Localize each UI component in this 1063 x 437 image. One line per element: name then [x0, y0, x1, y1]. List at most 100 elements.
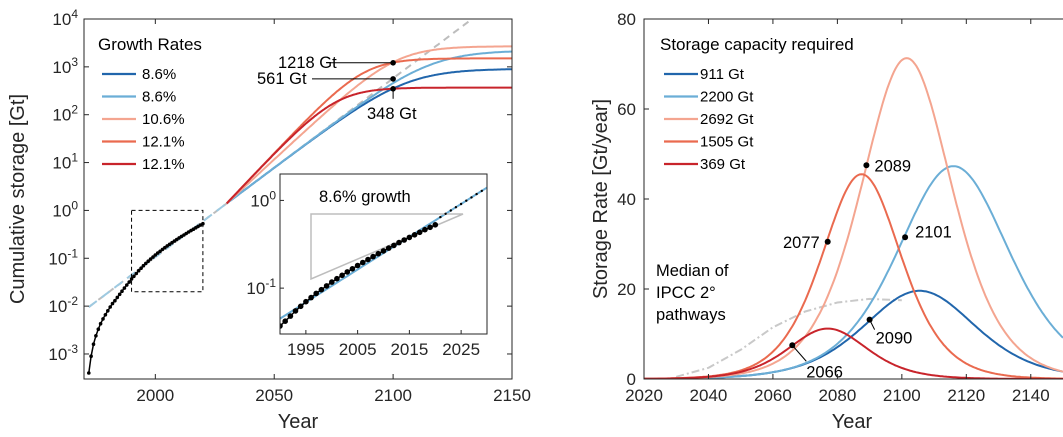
- left-legend: Growth Rates 8.6% 8.6% 10.6% 12.1% 12.1%: [98, 35, 202, 173]
- inset-projection-dot: [439, 215, 442, 219]
- left-annotation-label: 1218 Gt: [278, 54, 337, 72]
- left-pre-trend-line: [88, 202, 228, 308]
- left-legend-label: 8.6%: [142, 66, 176, 83]
- inset-historical-point: [406, 234, 413, 241]
- inset-projection-dot: [454, 206, 458, 209]
- inset-historical-point: [391, 242, 397, 249]
- inset-y-tick-label: 100: [250, 188, 276, 210]
- inset-historical-point: [323, 283, 330, 289]
- inset-historical-point: [287, 313, 294, 319]
- right-y-axis-label: Storage Rate [Gt/year]: [590, 99, 612, 299]
- right-legend-title: Storage capacity required: [660, 35, 854, 54]
- left-historical-point: [103, 313, 108, 317]
- right-legend-label: 2200 Gt: [700, 89, 754, 106]
- inset-projection-dot: [444, 212, 447, 215]
- right-annotation-point: [902, 234, 909, 241]
- left-historical-point: [144, 261, 148, 266]
- right-annotation-label: 2101: [915, 223, 952, 241]
- inset-x-tick-label: 1995: [287, 340, 325, 359]
- left-historical-point: [98, 321, 103, 326]
- ipcc-label-line-3: pathways: [656, 306, 726, 324]
- inset-historical-point: [334, 275, 340, 282]
- left-x-tick-label: 2050: [255, 386, 293, 405]
- left-annotation-label: 348 Gt: [367, 105, 417, 123]
- inset-projection-dot: [480, 189, 483, 193]
- inset-historical-point: [411, 232, 418, 238]
- left-historical-point: [146, 259, 150, 264]
- left-y-tick-label: 103: [52, 55, 78, 77]
- inset-historical-point: [344, 269, 351, 275]
- right-legend: Storage capacity required 911 Gt 2200 Gt 2…: [660, 35, 854, 173]
- left-historical-point: [108, 305, 112, 309]
- left-historical-point: [134, 271, 139, 276]
- right-x-tick-label: 2100: [883, 386, 921, 405]
- left-y-tick-label: 10-2: [48, 294, 78, 316]
- left-series-layer: [88, 19, 512, 308]
- right-legend-label: 369 Gt: [700, 156, 746, 173]
- left-annotation-label: 561 Gt: [257, 70, 307, 88]
- left-legend-label: 10.6%: [142, 111, 185, 128]
- left-historical-point: [89, 354, 93, 359]
- inset-projection-dot: [449, 209, 452, 212]
- left-historical-point: [110, 301, 115, 306]
- right-x-tick-label: 2020: [625, 386, 663, 405]
- inset-historical-point: [360, 259, 366, 266]
- left-historical-point: [141, 263, 146, 268]
- left-historical-point: [117, 292, 122, 297]
- left-series-3-line: [226, 45, 512, 205]
- left-historical-point: [106, 309, 110, 313]
- ipcc-label: Median of IPCC 2° pathways: [656, 262, 729, 324]
- inset-historical-point: [282, 318, 289, 325]
- right-x-tick-label: 2140: [1012, 386, 1050, 405]
- inset-x-tick-label: 2015: [390, 340, 428, 359]
- right-y-tick-label: 80: [617, 10, 636, 29]
- right-y-tick-label: 0: [627, 370, 636, 389]
- left-zoom-box: [131, 209, 204, 293]
- inset-projection-dot: [470, 196, 473, 199]
- left-y-tick-label: 100: [52, 198, 78, 220]
- ipcc-label-line-1: Median of: [656, 262, 729, 280]
- right-x-tick-label: 2120: [947, 386, 985, 405]
- left-y-tick-label: 101: [52, 151, 78, 173]
- inset-historical-point: [375, 250, 382, 257]
- inset-y-tick-label: 10-1: [246, 276, 276, 298]
- left-legend-label: 12.1%: [142, 134, 185, 151]
- left-historical-point: [122, 286, 127, 290]
- inset-historical-point: [329, 279, 335, 285]
- right-y-tick-label: 60: [617, 100, 636, 119]
- right-annotation-markers: 2089 2077 2101 2090 2066: [783, 157, 952, 381]
- left-legend-title: Growth Rates: [98, 35, 202, 54]
- left-inset: 1995 2005 2015 2025 10-1 100 8.6% growth: [246, 173, 488, 359]
- left-y-tick-label: 10-3: [48, 342, 78, 364]
- left-y-tick-label: 104: [52, 7, 78, 29]
- inset-historical-point: [318, 286, 325, 293]
- left-x-ticks: 2000 2050 2100 2150: [136, 19, 531, 405]
- right-legend-label: 2692 Gt: [700, 111, 754, 128]
- right-annotation-label: 2066: [806, 363, 843, 381]
- left-historical-point: [96, 327, 101, 332]
- inset-historical-point: [303, 298, 309, 305]
- inset-historical-point: [339, 272, 345, 279]
- left-x-axis-label: Year: [278, 411, 319, 433]
- inset-historical-point: [292, 308, 299, 314]
- inset-historical-point: [432, 222, 439, 228]
- inset-historical-point: [380, 248, 387, 254]
- inset-historical-point: [308, 294, 314, 301]
- left-historical-point: [201, 221, 205, 226]
- ipcc-label-line-2: IPCC 2°: [656, 284, 716, 302]
- left-historical-point: [94, 334, 98, 338]
- inset-projection-dot: [459, 202, 463, 206]
- right-plot-area: [644, 19, 1063, 379]
- left-x-tick-label: 2100: [374, 386, 412, 405]
- inset-historical-point: [401, 237, 408, 243]
- left-legend-label: 12.1%: [142, 156, 185, 173]
- left-historical-point: [129, 277, 134, 281]
- left-historical-point: [91, 342, 96, 347]
- inset-x-tick-label: 2025: [442, 340, 480, 359]
- right-legend-label: 1505 Gt: [700, 134, 754, 151]
- inset-x-tick-label: 2005: [339, 340, 377, 359]
- left-historical-point: [139, 266, 143, 271]
- right-x-tick-label: 2060: [754, 386, 792, 405]
